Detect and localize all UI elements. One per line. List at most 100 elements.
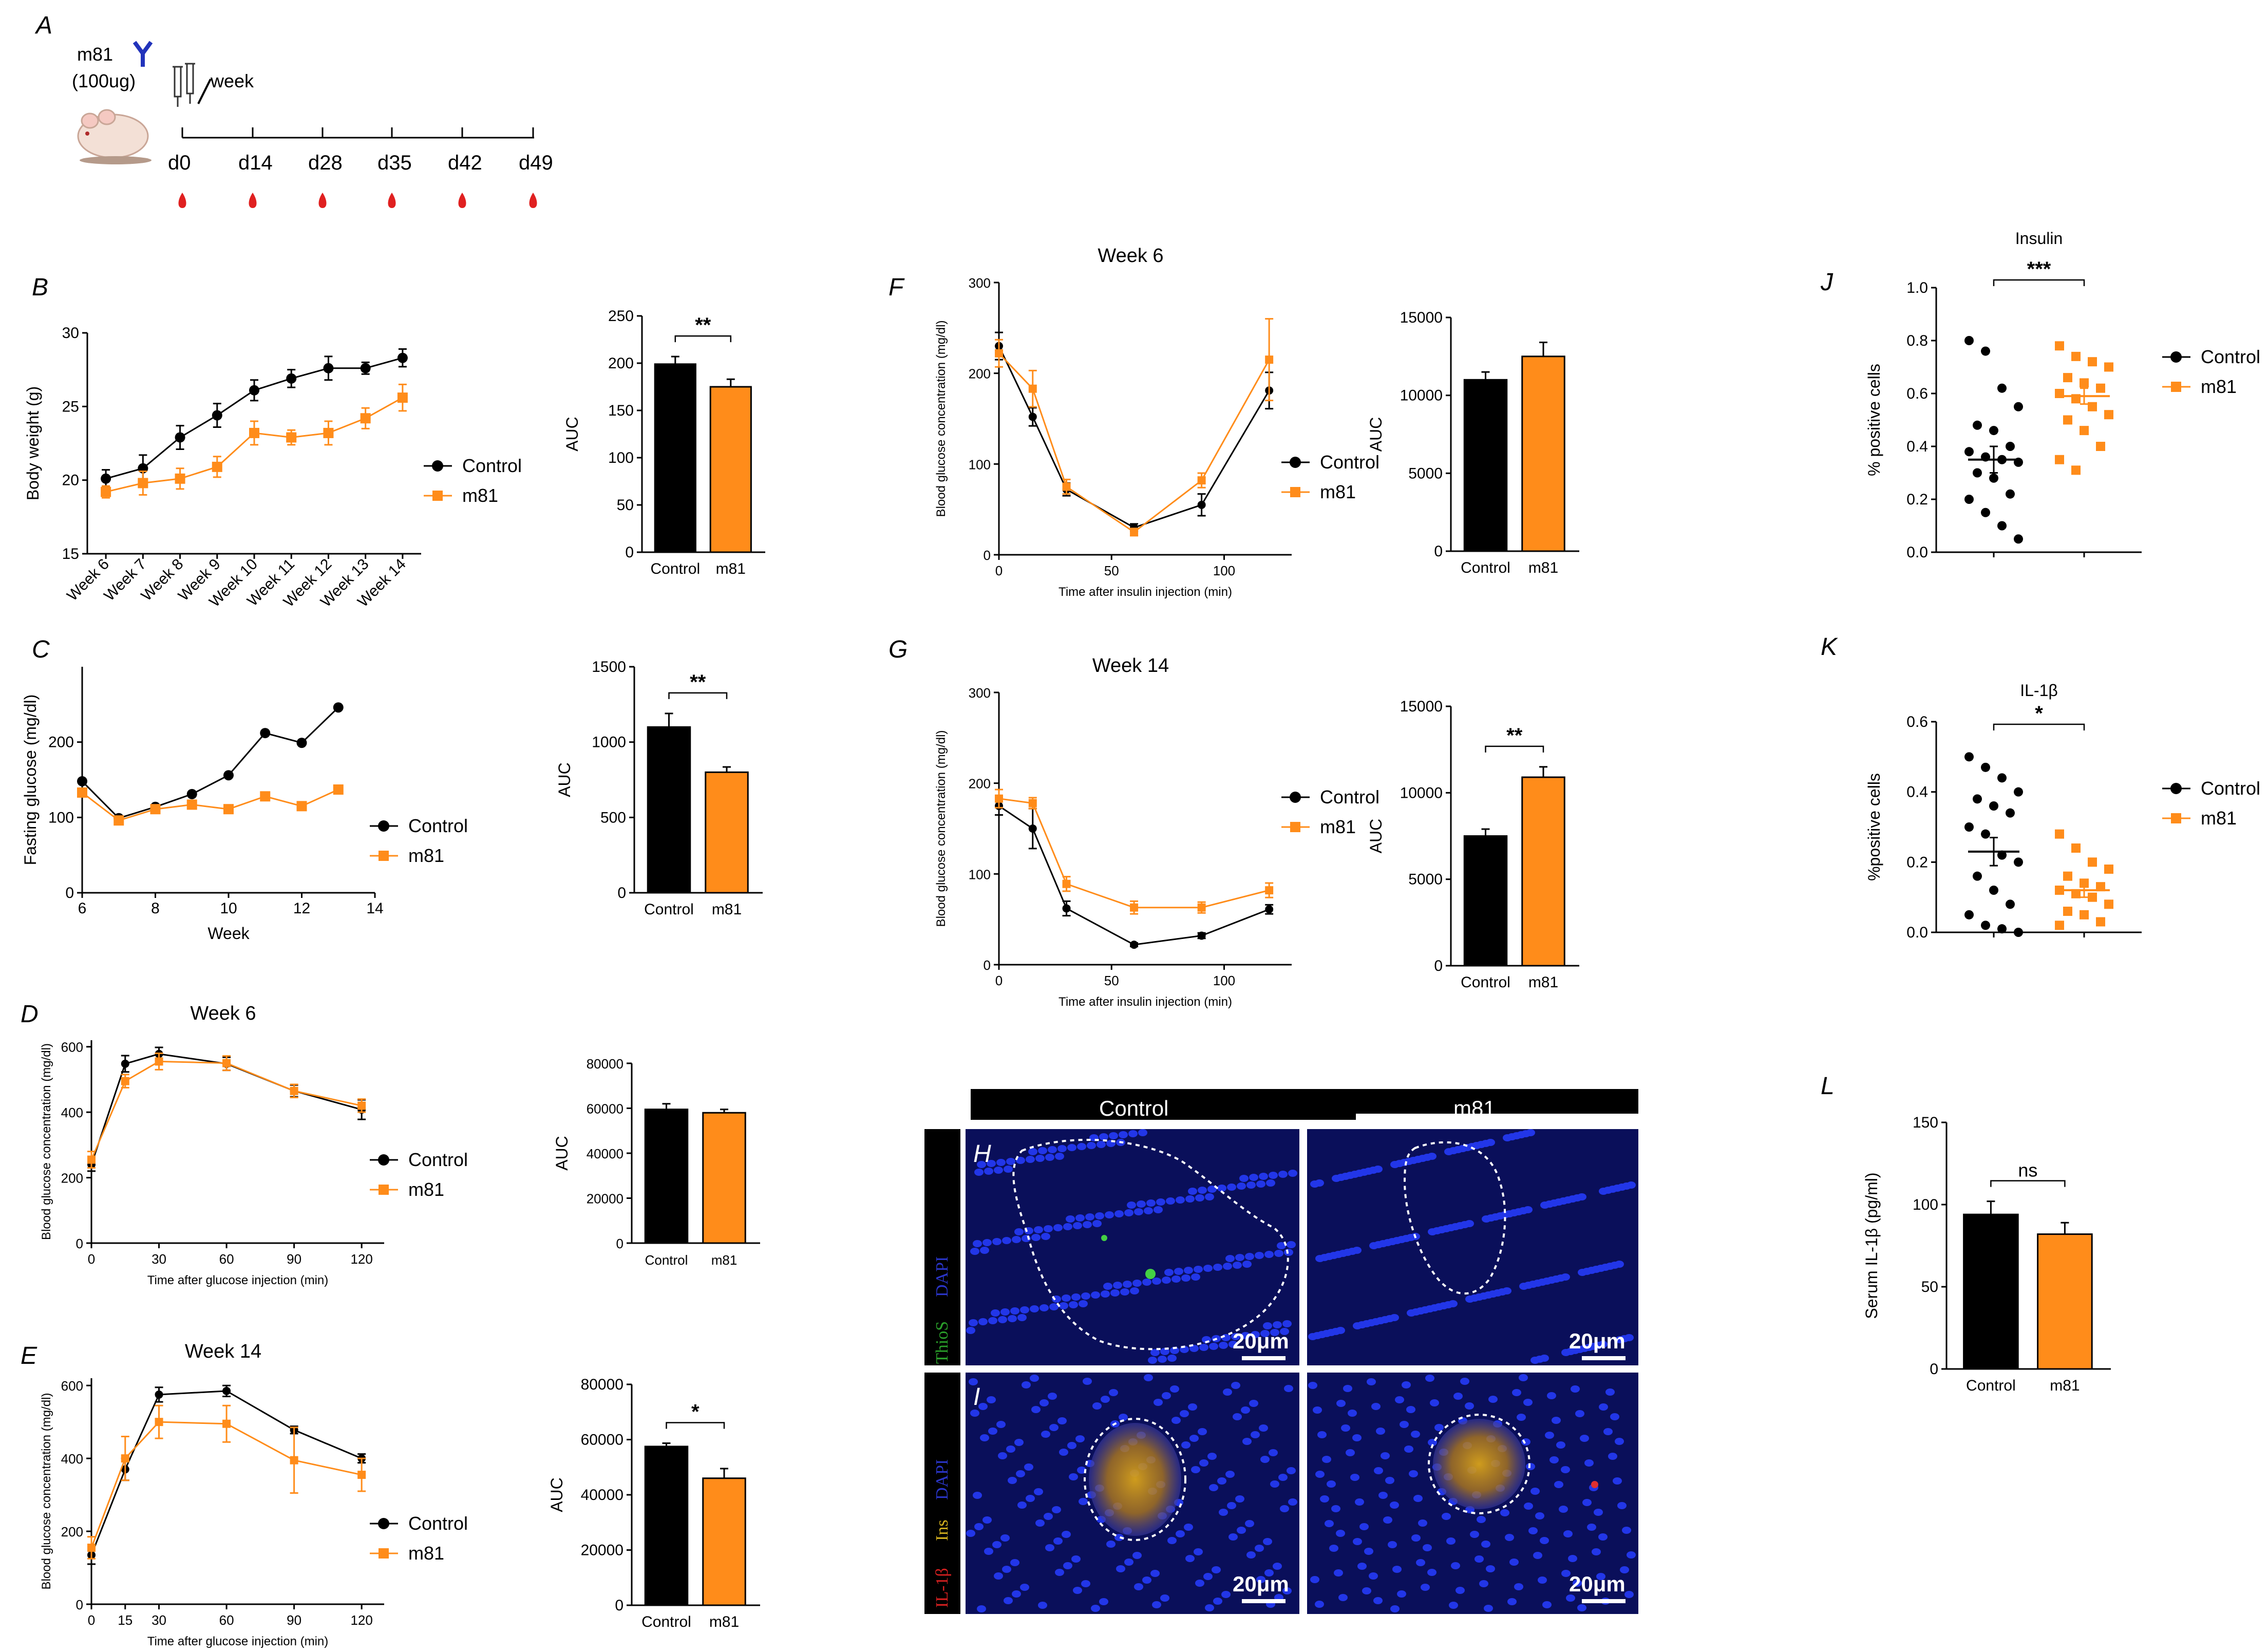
nucleus (996, 1421, 1006, 1428)
y-tick-label: 60000 (587, 1101, 623, 1117)
nucleus (1069, 1301, 1078, 1308)
nucleus (1127, 1202, 1136, 1209)
nucleus (977, 1605, 986, 1612)
control-point (1989, 473, 1998, 483)
control-point (2006, 442, 2015, 451)
nucleus (974, 1523, 984, 1530)
control-point (175, 432, 185, 443)
nucleus (1617, 1502, 1627, 1509)
nucleus (1077, 1143, 1086, 1150)
m81-point (2096, 917, 2105, 927)
nucleus (1188, 1188, 1197, 1195)
nucleus (1357, 1563, 1367, 1570)
m81-point (1265, 355, 1274, 364)
control-point (1964, 822, 1974, 832)
scale-bar (1242, 1356, 1286, 1360)
panel-label: G (889, 636, 908, 663)
nucleus (1231, 1333, 1240, 1340)
nucleus (1024, 1463, 1033, 1471)
chart-title: IL-1β (2020, 681, 2058, 700)
control-point (1964, 752, 1974, 762)
nucleus (1273, 1321, 1282, 1328)
islet-ins-stain-control (1089, 1423, 1181, 1536)
x-tick-label: m81 (711, 1252, 738, 1268)
nucleus (1198, 1428, 1207, 1435)
blood-drop-icon (178, 193, 186, 208)
nucleus (1063, 1223, 1072, 1230)
y-axis-label-group: Blood glucose concentration (mg/dl) (40, 1043, 53, 1240)
nucleus (1010, 1307, 1019, 1315)
nucleus (1199, 1344, 1208, 1351)
m81-point (290, 1456, 298, 1465)
control-point (223, 770, 234, 781)
control-point (1197, 500, 1206, 509)
nucleus (1251, 1331, 1260, 1338)
nucleus (1346, 1449, 1355, 1456)
y-tick-label: 150 (608, 402, 634, 419)
m81-point (2104, 410, 2113, 420)
nucleus (1259, 1173, 1268, 1180)
nucleus (1327, 1480, 1336, 1488)
nucleus (1199, 1459, 1208, 1467)
nucleus (1031, 1406, 1041, 1413)
nucleus (1085, 1213, 1094, 1221)
y-axis-label: Body weight (g) (24, 386, 42, 500)
nucleus (1369, 1242, 1378, 1249)
blood-drop-icon (318, 193, 327, 208)
nucleus (992, 1541, 1001, 1548)
nucleus (1407, 1309, 1416, 1317)
nucleus (1225, 1255, 1235, 1262)
y-tick-label: 0.4 (1906, 438, 1928, 455)
x-tick-label: 8 (151, 900, 160, 917)
nucleus (1048, 1393, 1057, 1400)
nucleus (1142, 1576, 1151, 1584)
y-axis-label-group: %positive cells (1865, 773, 1883, 881)
nucleus (1362, 1587, 1371, 1594)
nucleus (1456, 1587, 1465, 1594)
nucleus (1235, 1495, 1244, 1503)
m81-point (2071, 843, 2081, 853)
legend-control: Control (408, 1149, 468, 1170)
nucleus (1038, 1147, 1047, 1154)
nucleus (1242, 1438, 1252, 1445)
nucleus (1091, 1605, 1100, 1612)
m81-point (2055, 341, 2064, 351)
nucleus (1016, 1157, 1025, 1164)
nucleus (1325, 1520, 1334, 1527)
nucleus (1416, 1559, 1425, 1566)
y-tick-label: 40000 (587, 1146, 623, 1161)
nucleus (1580, 1435, 1589, 1442)
control-point (2014, 402, 2023, 411)
y-tick-label: 0 (1434, 958, 1443, 974)
control-point (1973, 420, 1982, 430)
blood-drop-icon (458, 193, 466, 208)
control-point (1997, 773, 2007, 783)
m81-point (2055, 455, 2064, 464)
y-tick-label: 0.0 (1906, 924, 1928, 941)
legend-marker-control (1290, 457, 1301, 468)
legend-m81: m81 (462, 485, 498, 506)
nucleus (1280, 1328, 1289, 1335)
nucleus (1500, 1509, 1509, 1516)
nucleus (1336, 1530, 1345, 1537)
nucleus (1263, 1322, 1272, 1329)
x-tick-label: 30 (152, 1251, 166, 1267)
m81-point (186, 799, 197, 810)
islet-outline-h-m81 (1403, 1141, 1506, 1295)
nucleus (973, 1492, 982, 1499)
nucleus (984, 1548, 993, 1555)
y-tick-label: 150 (1913, 1114, 1938, 1131)
nucleus (1132, 1552, 1142, 1559)
nucleus (1282, 1587, 1292, 1594)
nucleus (1044, 1513, 1053, 1520)
nucleus (1233, 1262, 1242, 1269)
nucleus (1221, 1591, 1231, 1598)
nucleus (1034, 1226, 1043, 1233)
nucleus (1411, 1431, 1420, 1438)
nucleus (1209, 1343, 1218, 1350)
chart-g-bar: 0 5000 10000 15000 Control m81 AUC ** (1367, 698, 1579, 991)
y-tick-label: 0.8 (1906, 332, 1928, 349)
y-tick-label: 20 (62, 472, 79, 489)
x-tick-label: 60 (219, 1251, 234, 1267)
m81-point (150, 804, 161, 815)
